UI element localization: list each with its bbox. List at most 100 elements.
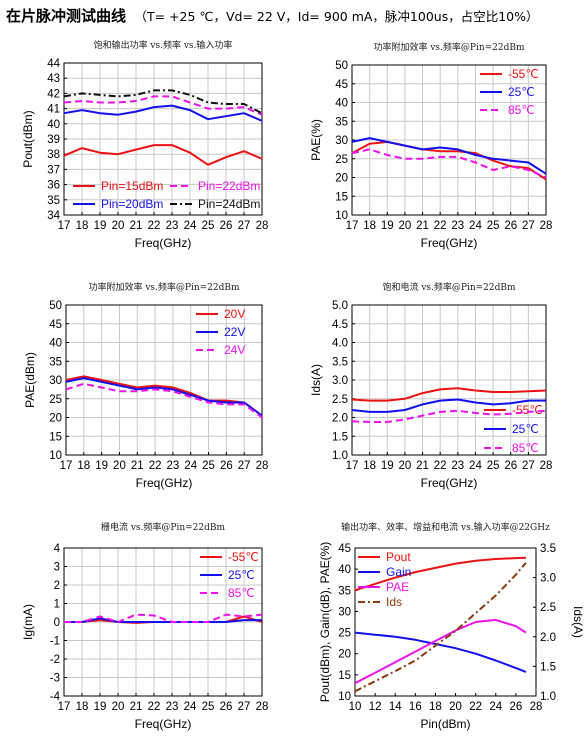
x-tick-label: 26 [509,701,522,713]
y-tick-label: 41 [47,104,60,116]
chart-c2: 功率附加效率 vs.频率@Pin=22dBm 17 18 19 20 21 22 23 24 25… [309,41,552,250]
x-tick-label: 23 [167,460,180,472]
x-tick-label: 17 [346,220,359,232]
y2-tick-label: 2.5 [540,602,556,614]
y-tick-label: 2.5 [332,394,348,406]
series-line-0 [354,556,526,592]
legend-label: 25℃ [512,422,539,436]
y-tick-label: 30 [335,135,348,147]
x-tick-label: 27 [238,220,251,232]
x-tick-label: 20 [112,701,125,713]
x-tick-label: 25 [487,220,500,232]
y-tick-label: -1 [50,636,60,648]
y-tick-label: 30 [49,375,62,387]
x-tick-label: 27 [522,460,535,472]
y-tick-label: 37 [47,164,60,176]
x-tick-label: 27 [238,460,251,472]
x-tick-label: 17 [60,460,73,472]
legend-label: 85℃ [508,103,535,117]
chart-c6: 输出功率、效率、增益和电流 vs.输入功率@22GHz 10 12 14 16 18 20 2… [318,521,585,731]
x-tick-label: 28 [540,220,553,232]
y-tick-label: 35 [47,195,60,207]
legend-label: Pin=22dBm [198,179,260,193]
x-axis-label: Freq(GHz) [136,476,193,490]
x-tick-label: 25 [202,460,215,472]
y-tick-label: 40 [338,564,351,576]
x-tick-label: 26 [220,701,233,713]
x-tick-label: 22 [149,460,162,472]
x-axis-label: Freq(GHz) [135,236,192,250]
x-tick-label: 18 [77,460,90,472]
legend-label: 25℃ [508,85,535,99]
x-tick-label: 28 [256,701,269,713]
x-tick-label: 28 [540,460,553,472]
x-tick-label: 24 [184,701,197,713]
y-axis-label: PAE(%) [309,119,323,161]
legend-label: Gain [386,565,411,579]
chart-c1: 饱和输出功率 vs.频率 vs.输入功率 17 18 19 20 21 22 23 24 25 26… [21,39,268,250]
chart-title: 饱和输出功率 vs.频率 vs.输入功率 [94,39,233,51]
x-tick-label: 19 [94,220,107,232]
y-axis-label: PAE(dBm) [23,352,37,408]
legend-label: 85℃ [228,586,255,600]
x-tick-label: 18 [76,701,89,713]
y-tick-label: 25 [335,154,348,166]
x-tick-label: 22 [434,220,447,232]
y-axis-label: Ig(mA) [21,604,35,640]
y-tick-label: 45 [49,319,62,331]
x-tick-label: 23 [451,460,464,472]
y-tick-label: 43 [47,73,60,85]
y2-tick-label: 3.0 [540,573,556,585]
series-line-1 [354,631,527,673]
y-tick-label: 20 [338,649,351,661]
chart-c4: 饱和电流 vs.频率@Pin=22dBm 17 18 19 20 21 22 23 24 25 26… [309,281,552,490]
y2-tick-label: 1.5 [540,661,556,673]
legend-label: Pout [386,550,411,564]
y-tick-label: 39 [47,134,60,146]
legend-label: -55℃ [512,403,543,417]
x-tick-label: 21 [131,460,144,472]
y-tick-label: 0 [54,617,60,629]
legend-label: Pin=20dBm [101,197,163,211]
page-header: 在片脉冲测试曲线 （T= +25 ℃，Vd= 22 V，Id= 900 mA，脉… [6,5,539,29]
y-tick-label: 10 [335,210,348,222]
y-tick-label: 10 [49,450,62,462]
y-axis-label: Pout(dBm), Gain(dB), PAE(%) [318,542,332,703]
page-title: 在片脉冲测试曲线 [6,7,127,25]
y-tick-label: 15 [338,670,351,682]
y-tick-label: 15 [49,431,62,443]
y2-tick-label: 2.0 [540,632,556,644]
x-tick-label: 17 [58,220,71,232]
y-tick-label: 1 [54,599,60,611]
x-tick-label: 28 [530,701,543,713]
y-tick-label: 4.0 [332,338,348,350]
x-tick-label: 12 [369,701,382,713]
x-tick-label: 22 [148,701,161,713]
legend-label: -55℃ [228,550,259,564]
y2-tick-label: 3.5 [540,543,556,555]
x-tick-label: 28 [256,460,269,472]
plot-frame [354,547,537,697]
x-tick-label: 25 [202,220,215,232]
legend-label: 22V [224,325,245,339]
x-axis-label: Freq(GHz) [421,236,478,250]
y-tick-label: 34 [47,210,60,222]
x-tick-label: 16 [409,701,422,713]
legend-label: 20V [224,307,245,321]
y-tick-label: 35 [335,116,348,128]
y-tick-label: 4.5 [332,319,348,331]
legend-label: Pin=24dBm [198,197,260,211]
x-tick-label: 22 [148,220,161,232]
x-tick-label: 28 [256,220,269,232]
series-line-1 [63,104,263,122]
series-line-2 [63,95,263,116]
series-line-0 [65,375,263,417]
y-tick-label: 10 [338,691,351,703]
x-tick-label: 20 [399,220,412,232]
x-tick-label: 24 [184,220,197,232]
x-tick-label: 20 [449,701,462,713]
x-tick-label: 20 [113,460,126,472]
y-tick-label: 25 [49,394,62,406]
